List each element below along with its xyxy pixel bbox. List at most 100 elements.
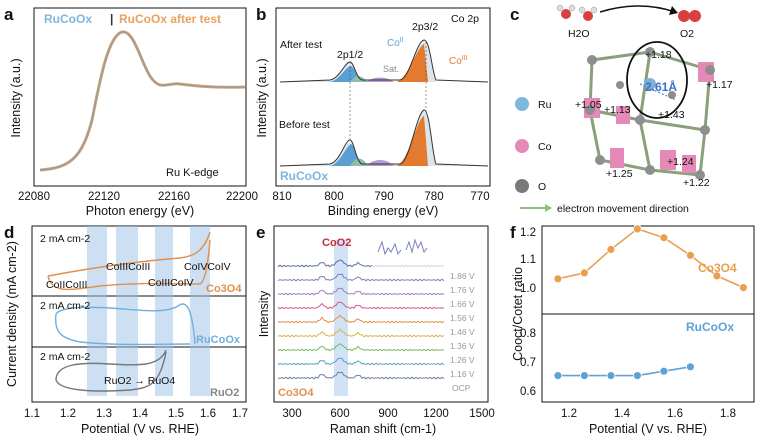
charge-1: +1.18 bbox=[645, 49, 672, 61]
sample-rucoox-d: RuCoOx bbox=[196, 334, 241, 346]
ylabel-e: Intensity bbox=[257, 290, 271, 337]
ytick-f-5: 1.2 bbox=[520, 227, 536, 239]
xticks-d: 1.1 1.2 1.3 1.4 1.5 1.6 1.7 bbox=[24, 408, 248, 420]
series-line-0 bbox=[557, 228, 744, 289]
ylabel-d: Current density (mA cm-2) bbox=[5, 241, 19, 387]
potential-labels: 1.86 V 1.76 V 1.66 V 1.56 V 1.46 V 1.36 … bbox=[450, 271, 475, 393]
ytick-f-3: 1.0 bbox=[520, 283, 536, 295]
xlabel-e: Raman shift (cm-1) bbox=[330, 422, 436, 436]
ruo2-transition: RuO2 → RuO4 bbox=[104, 375, 175, 387]
xtick-d-4: 1.5 bbox=[168, 408, 184, 420]
ytick-f-4: 1.1 bbox=[520, 254, 536, 266]
xtick-a-0: 22080 bbox=[18, 191, 50, 203]
xtick-b-4: 770 bbox=[470, 191, 489, 203]
distance-label: 2.61Å bbox=[645, 79, 677, 94]
ylabel-b: Intensity (a.u.) bbox=[255, 58, 269, 137]
panel-label-b: b bbox=[256, 5, 266, 24]
raman-spectrum-5 bbox=[277, 328, 445, 338]
xtick-f-2: 1.6 bbox=[667, 408, 683, 420]
xlabel-a: Photon energy (eV) bbox=[86, 204, 194, 218]
pot-8: OCP bbox=[452, 383, 471, 393]
xticks-e: 300 600 900 1200 1500 bbox=[282, 408, 494, 420]
charge-7: +1.25 bbox=[606, 168, 633, 180]
ru-legend-icon bbox=[515, 97, 529, 111]
raman-spectrum-3 bbox=[277, 301, 445, 310]
point-0-0 bbox=[553, 274, 563, 284]
spectrum-before-test bbox=[39, 31, 246, 171]
charge-5: +1.43 bbox=[658, 109, 685, 121]
point-0-7 bbox=[739, 283, 748, 293]
oxygen-molecule-icon bbox=[678, 10, 701, 22]
point-1-3 bbox=[633, 371, 642, 381]
xtick-e-0: 300 bbox=[282, 408, 301, 420]
co-legend-icon bbox=[515, 139, 529, 153]
legend-separator: | bbox=[110, 12, 113, 26]
point-1-5 bbox=[686, 362, 695, 372]
cluster-structure bbox=[584, 41, 715, 180]
xtick-a-2: 22160 bbox=[158, 191, 190, 203]
charge-6: +1.24 bbox=[667, 156, 694, 168]
xtick-d-5: 1.6 bbox=[200, 408, 216, 420]
water-molecules-icon bbox=[556, 4, 598, 21]
co2-label: CoII bbox=[387, 37, 404, 49]
label-co3co3: CoIIICoIII bbox=[106, 261, 150, 273]
ytick-f-0: 0.6 bbox=[520, 386, 536, 398]
scale-bar-2: 2 mA cm-2 bbox=[40, 300, 90, 312]
pot-6: 1.26 V bbox=[450, 355, 475, 365]
xtick-d-2: 1.3 bbox=[96, 408, 112, 420]
raman-spectrum-8 bbox=[277, 371, 445, 380]
co3-label: CoIII bbox=[449, 55, 468, 67]
legend-co: Co bbox=[538, 141, 552, 153]
xtick-e-4: 1500 bbox=[469, 408, 495, 420]
o-legend-icon bbox=[515, 179, 529, 193]
panel-f-plot bbox=[553, 224, 748, 381]
xtick-f-1: 1.4 bbox=[614, 408, 631, 420]
raman-spectrum-1 bbox=[277, 273, 445, 282]
sat-label: Sat. bbox=[383, 64, 399, 74]
panel-label-f: f bbox=[510, 223, 516, 242]
pot-7: 1.16 V bbox=[450, 369, 475, 379]
spectrum-after-test bbox=[39, 30, 246, 172]
h2o-label: H2O bbox=[568, 28, 590, 40]
point-0-4 bbox=[659, 233, 669, 243]
coo2-label: CoO2 bbox=[322, 237, 351, 249]
point-1-0 bbox=[553, 371, 563, 381]
pot-3: 1.56 V bbox=[450, 313, 475, 323]
peak-2p32-label: 2p3/2 bbox=[412, 21, 438, 33]
label-co3co4: CoIIICoIV bbox=[148, 277, 194, 289]
pot-1: 1.76 V bbox=[450, 285, 475, 295]
xtick-b-1: 800 bbox=[324, 191, 343, 203]
point-1-1 bbox=[580, 371, 589, 381]
highlight-ellipse bbox=[626, 41, 688, 119]
xtick-a-1: 22120 bbox=[88, 191, 120, 203]
panel-a: a RuCoOx | RuCoOx after test Ru K-edge I… bbox=[4, 5, 258, 218]
electron-caption: electron movement direction bbox=[557, 203, 689, 215]
raman-spectrum-2 bbox=[277, 287, 445, 296]
point-1-4 bbox=[659, 366, 669, 376]
xtick-e-2: 900 bbox=[378, 408, 397, 420]
after-test-label: After test bbox=[280, 39, 322, 51]
series-line-1 bbox=[557, 366, 691, 377]
ylabel-f: Cooct/Cotet ratio bbox=[511, 267, 525, 361]
xticks-b: 810 800 790 780 770 bbox=[272, 191, 489, 203]
point-0-6 bbox=[712, 271, 722, 281]
reaction-arrow bbox=[599, 5, 676, 13]
point-0-3 bbox=[633, 224, 642, 234]
raman-spectrum-4 bbox=[277, 314, 445, 324]
label-co4co4: CoIVCoIV bbox=[184, 261, 231, 273]
point-1-2 bbox=[606, 371, 616, 381]
pot-0: 1.86 V bbox=[450, 271, 475, 281]
xlabel-b: Binding energy (eV) bbox=[328, 204, 438, 218]
xticks-f: 1.2 1.4 1.6 1.8 bbox=[561, 408, 736, 420]
xtick-f-0: 1.2 bbox=[561, 408, 577, 420]
before-test-label: Before test bbox=[279, 119, 330, 131]
xtick-d-0: 1.1 bbox=[24, 408, 40, 420]
ytick-f-2: 0.8 bbox=[520, 328, 536, 340]
panel-d-frame bbox=[31, 225, 247, 403]
xtick-e-1: 600 bbox=[330, 408, 349, 420]
o2-label: O2 bbox=[680, 28, 694, 40]
raman-spectra bbox=[277, 259, 445, 380]
legend-rucoox-after: RuCoOx after test bbox=[119, 12, 221, 26]
xtick-a-3: 22200 bbox=[226, 191, 258, 203]
